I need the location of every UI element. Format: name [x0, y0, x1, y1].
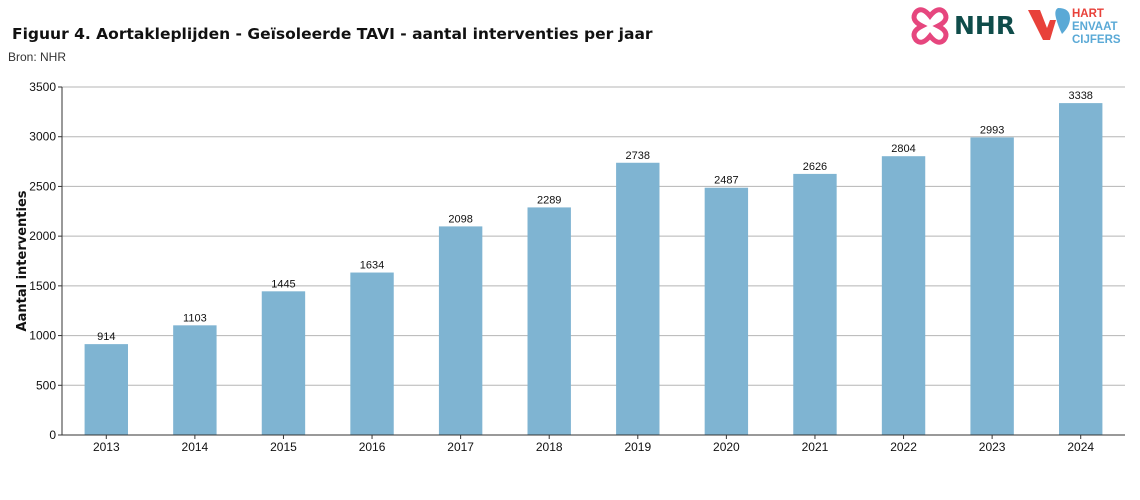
- hartenvaatcijfers-logo: HART ENVAAT CIJFERS: [1028, 8, 1121, 46]
- data-label-2023: 2993: [980, 124, 1004, 136]
- hartenvaat-drop-icon: [1055, 8, 1070, 34]
- y-tick-label: 2000: [29, 229, 56, 243]
- x-tick-label-2023: 2023: [979, 440, 1006, 454]
- bar-2017: [438, 226, 483, 435]
- bar-2019: [616, 162, 660, 435]
- y-tick-label: 1000: [29, 329, 56, 343]
- hartenvaat-v-icon: [1028, 10, 1056, 40]
- logos: NHR HART ENVAAT CIJFERS: [911, 7, 1121, 46]
- y-tick-label: 2500: [29, 179, 56, 193]
- x-tick-label-2014: 2014: [182, 440, 209, 454]
- data-label-2022: 2804: [891, 143, 915, 155]
- x-tick-label-2022: 2022: [890, 440, 917, 454]
- x-tick-label-2019: 2019: [624, 440, 651, 454]
- x-tick-label-2018: 2018: [536, 440, 563, 454]
- y-tick-label: 0: [49, 428, 56, 442]
- data-label-2013: 914: [97, 331, 115, 343]
- y-tick-label: 3500: [29, 80, 56, 94]
- x-tick-label-2020: 2020: [713, 440, 740, 454]
- chart-title: Figuur 4. Aortakleplijden - Geïsoleerde …: [12, 25, 653, 43]
- y-tick-label: 500: [36, 378, 56, 392]
- data-label-2017: 2098: [448, 213, 472, 225]
- bar-2014: [173, 325, 217, 435]
- y-axis-title: Aantal interventies: [15, 190, 30, 331]
- x-tick-label-2017: 2017: [447, 440, 474, 454]
- bar-2023: [970, 137, 1014, 435]
- data-label-2015: 1445: [271, 278, 295, 290]
- hartenvaat-line1: HART: [1072, 8, 1104, 20]
- nhr-heart-icon: [911, 7, 949, 45]
- nhr-logo: NHR: [911, 7, 1015, 45]
- bars: 914 1103 1445 1634 2098 2289 2738 2487 2626 2804 2…: [84, 90, 1103, 436]
- x-tick-label-2015: 2015: [270, 440, 297, 454]
- data-label-2020: 2487: [714, 175, 738, 187]
- bar-2013: [84, 344, 128, 435]
- gridlines: [62, 86, 1125, 386]
- x-tick-label-2021: 2021: [802, 440, 829, 454]
- x-tick-label-2024: 2024: [1067, 440, 1094, 454]
- y-tick-label: 3000: [29, 130, 56, 144]
- hartenvaat-line2: ENVAAT: [1072, 21, 1118, 33]
- nhr-logo-text: NHR: [954, 11, 1015, 40]
- axes: 0 500 1000 1500 2000 2500 3000 3500 2013 2014 2015…: [29, 80, 1125, 454]
- data-label-2014: 1103: [183, 312, 207, 324]
- data-label-2019: 2738: [626, 150, 650, 162]
- data-label-2024: 3338: [1068, 90, 1092, 102]
- hartenvaat-line3: CIJFERS: [1072, 34, 1121, 46]
- data-label-2021: 2626: [803, 161, 827, 173]
- data-label-2016: 1634: [360, 260, 384, 272]
- bar-2024: [1059, 103, 1103, 436]
- bar-2020: [704, 187, 749, 435]
- bar-2015: [261, 291, 306, 435]
- bar-2018: [527, 207, 571, 435]
- x-tick-label-2016: 2016: [359, 440, 386, 454]
- y-tick-label: 1500: [29, 279, 56, 293]
- bar-2021: [793, 173, 837, 435]
- bar-2016: [350, 272, 394, 435]
- chart-source: Bron: NHR: [8, 50, 67, 64]
- data-label-2018: 2289: [537, 194, 561, 206]
- bar-2022: [881, 156, 926, 436]
- x-tick-label-2013: 2013: [93, 440, 120, 454]
